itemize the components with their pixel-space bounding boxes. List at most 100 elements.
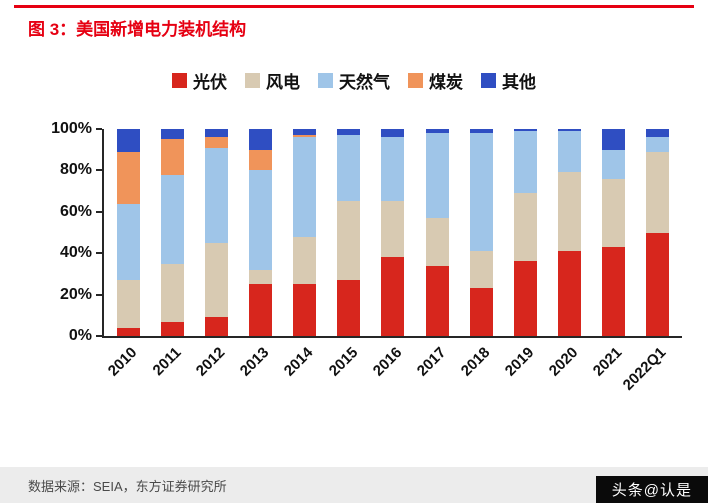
- x-tick-label: 2016: [369, 344, 405, 380]
- x-tick-label: 2015: [325, 344, 361, 380]
- bar-segment: [425, 265, 449, 336]
- bar-segment: [205, 137, 229, 148]
- bar-segment: [557, 251, 581, 336]
- y-tick-label: 0%: [68, 327, 92, 344]
- x-tick-label: 2022Q1: [619, 344, 670, 394]
- bar-segment: [117, 151, 140, 204]
- bar-column: 2017: [413, 129, 449, 380]
- x-tick-label: 2018: [457, 344, 494, 380]
- y-tick-label: 100%: [51, 120, 92, 137]
- bar-segment: [645, 232, 669, 336]
- legend-swatch-icon: [318, 73, 333, 88]
- bar-segment: [117, 280, 140, 328]
- y-tick-mark: [96, 128, 102, 130]
- bar-column: 2019: [502, 129, 537, 380]
- stacked-bar-chart: 2010 2011 2012 2013 2014 2015 2016 2017 2018 2019…: [51, 120, 682, 394]
- legend-item: 煤炭: [408, 68, 463, 93]
- bar-segment: [381, 201, 405, 258]
- bar-segment: [513, 129, 537, 132]
- legend-swatch-icon: [481, 73, 496, 88]
- bar-segment: [205, 317, 229, 336]
- y-tick-mark: [96, 293, 102, 296]
- bar-segment: [601, 149, 625, 179]
- bar-segment: [205, 147, 229, 243]
- legend-item: 天然气: [318, 68, 390, 93]
- bar-segment: [117, 327, 140, 336]
- bar-segment: [293, 135, 317, 138]
- bar-segment: [337, 201, 361, 281]
- bar-segment: [645, 137, 669, 152]
- title-rule: [14, 5, 694, 8]
- bar-column: 2015: [325, 129, 361, 380]
- bar-segment: [293, 236, 317, 285]
- bar-segment: [205, 242, 229, 318]
- bar-segment: [249, 129, 273, 150]
- bar-segment: [513, 261, 537, 336]
- bar-segment: [117, 203, 140, 281]
- y-tick-label: 80%: [59, 161, 92, 179]
- x-tick-label: 2017: [413, 344, 450, 380]
- bar-segment: [161, 129, 185, 140]
- legend-label: 其他: [502, 73, 536, 92]
- bar-segment: [293, 137, 317, 237]
- bar-segment: [249, 284, 273, 336]
- bar-column: 2011: [150, 129, 185, 379]
- bar-column: 2021: [590, 129, 625, 380]
- bar-segment: [337, 129, 361, 136]
- bar-segment: [293, 284, 317, 336]
- bar-segment: [161, 263, 185, 322]
- bar-segment: [469, 251, 493, 289]
- bar-segment: [205, 129, 229, 138]
- bar-segment: [425, 133, 449, 219]
- bar-segment: [425, 129, 449, 134]
- legend-item: 其他: [481, 68, 536, 93]
- bar-segment: [337, 280, 361, 336]
- bar-column: 2012: [193, 129, 229, 380]
- y-tick-label: 40%: [59, 244, 92, 262]
- bar-segment: [293, 129, 317, 136]
- bar-segment: [469, 129, 493, 134]
- bar-segment: [381, 129, 405, 138]
- legend-swatch-icon: [408, 73, 423, 88]
- bar-segment: [425, 218, 449, 266]
- x-tick-label: 2013: [237, 344, 273, 380]
- legend-swatch-icon: [172, 73, 187, 88]
- bar-segment: [381, 137, 405, 202]
- bar-column: 2018: [458, 129, 493, 380]
- x-tick-label: 2014: [281, 344, 317, 380]
- bar-segment: [557, 131, 581, 173]
- bar-segment: [557, 129, 581, 132]
- bar-segment: [249, 149, 273, 171]
- bar-segment: [469, 288, 493, 336]
- x-tick-label: 2020: [545, 344, 582, 380]
- figure-title: 图 3：美国新增电力装机结构: [28, 20, 247, 39]
- y-tick-label: 60%: [59, 202, 92, 220]
- legend-swatch-icon: [245, 73, 260, 88]
- legend-item: 风电: [245, 68, 300, 93]
- legend-label: 天然气: [339, 73, 390, 92]
- x-tick-label: 2010: [104, 344, 141, 380]
- bar-column: 2013: [237, 129, 273, 380]
- x-tick-label: 2019: [501, 344, 538, 380]
- legend-label: 风电: [266, 73, 300, 92]
- legend-label: 煤炭: [429, 73, 463, 92]
- bar-segment: [645, 129, 669, 138]
- bar-column: 2020: [546, 129, 581, 380]
- bar-column: 2010: [105, 129, 141, 380]
- x-tick-label: 2011: [149, 344, 185, 380]
- bar-segment: [161, 139, 185, 175]
- bar-segment: [645, 151, 669, 233]
- x-tick-label: 2012: [193, 344, 229, 380]
- y-tick-mark: [96, 335, 102, 337]
- data-source-text: 数据来源：SEIA，东方证券研究所: [28, 478, 227, 494]
- y-tick-label: 20%: [59, 285, 92, 303]
- bar-segment: [513, 131, 537, 194]
- x-tick-label: 2021: [589, 344, 626, 380]
- bar-segment: [337, 135, 361, 202]
- bar-column: 2014: [281, 129, 317, 380]
- bar-column: 2016: [369, 129, 405, 380]
- bar-segment: [161, 321, 185, 336]
- bar-segment: [557, 172, 581, 252]
- bar-segment: [249, 170, 273, 270]
- y-tick-mark: [96, 169, 102, 172]
